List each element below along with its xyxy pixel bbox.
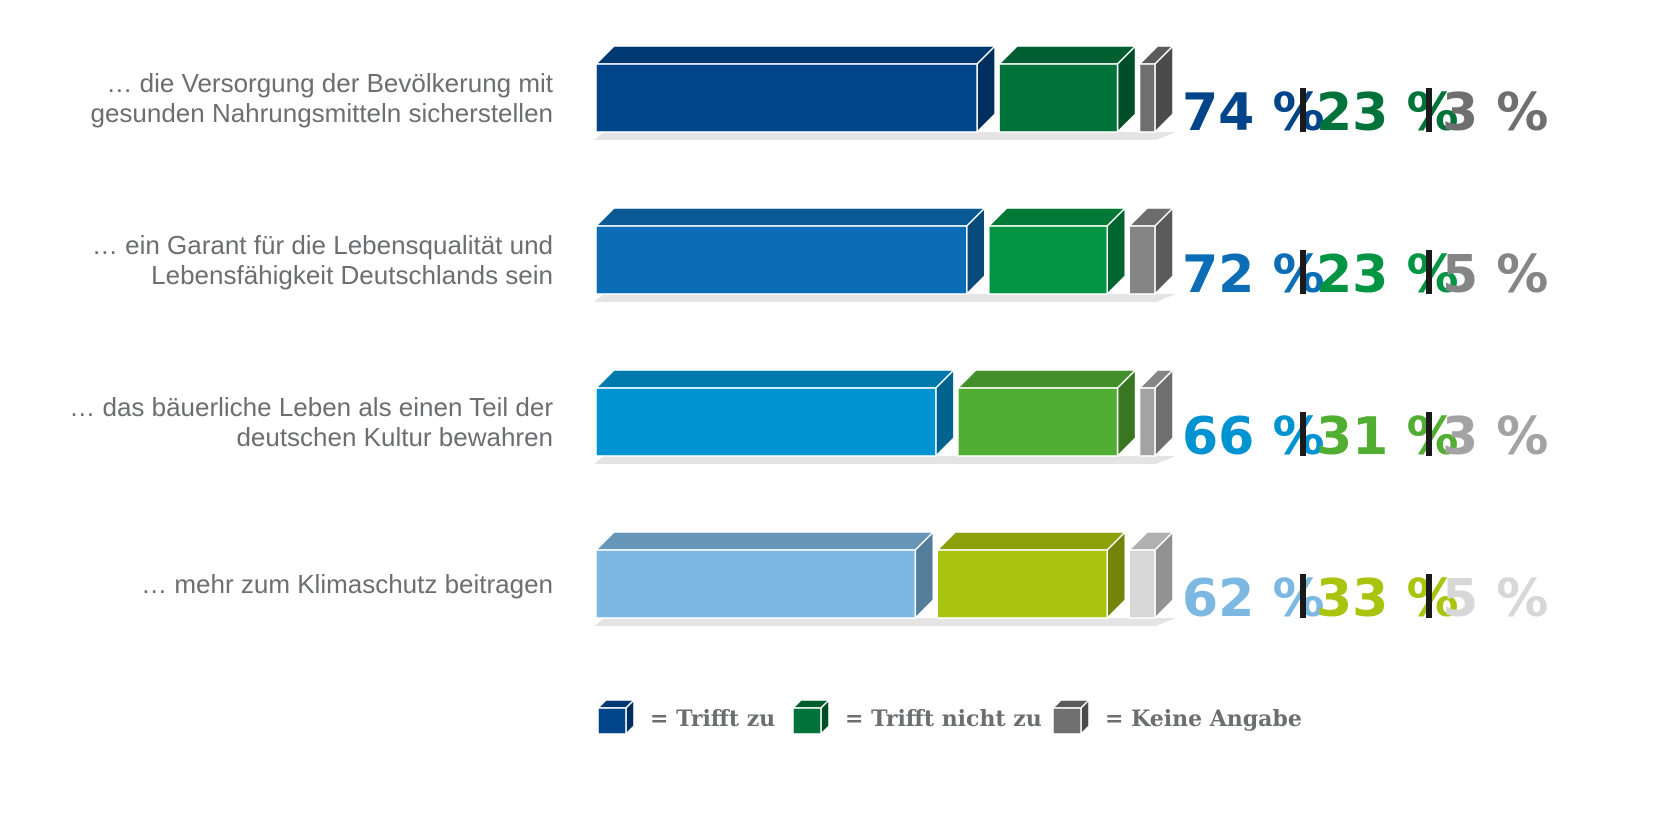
value-separator bbox=[1300, 88, 1306, 132]
legend-swatch bbox=[792, 699, 830, 735]
legend-swatch bbox=[1052, 699, 1090, 735]
bar-row: … ein Garant für die Lebensqualität undL… bbox=[92, 207, 1548, 305]
legend: = Trifft zu = Trifft nicht zu = Keine Anga… bbox=[597, 699, 1302, 735]
category-label: deutschen Kultur bewahren bbox=[236, 422, 553, 452]
value-separator bbox=[1426, 88, 1432, 132]
bar-segment-no bbox=[957, 369, 1137, 457]
bar-row: … die Versorgung der Bevölkerung mitgesu… bbox=[91, 45, 1548, 143]
category-label: … die Versorgung der Bevölkerung mit bbox=[106, 68, 553, 98]
legend-item: = Trifft zu bbox=[597, 699, 775, 735]
legend-label: = Trifft zu bbox=[650, 706, 775, 732]
value-label-na: 5 % bbox=[1442, 569, 1548, 629]
value-separator bbox=[1300, 412, 1306, 456]
bar-segment-na bbox=[1128, 207, 1174, 295]
category-label: Lebensfähigkeit Deutschlands sein bbox=[151, 260, 553, 290]
value-separator bbox=[1300, 250, 1306, 294]
bar-segment-yes bbox=[595, 45, 996, 133]
legend-swatch bbox=[597, 699, 635, 735]
value-separator bbox=[1426, 412, 1432, 456]
bar-segment-na bbox=[1138, 45, 1174, 133]
category-label: … mehr zum Klimaschutz beitragen bbox=[141, 569, 553, 599]
value-label-no: 31 % bbox=[1316, 407, 1459, 467]
bar-segment-yes bbox=[595, 207, 986, 295]
value-label-no: 23 % bbox=[1316, 245, 1459, 305]
value-separator bbox=[1426, 574, 1432, 618]
bar-segment-na bbox=[1138, 369, 1174, 457]
value-label-na: 3 % bbox=[1442, 83, 1548, 143]
bar-segment-no bbox=[988, 207, 1126, 295]
legend-label: = Keine Angabe bbox=[1105, 706, 1302, 732]
value-label-no: 23 % bbox=[1316, 83, 1459, 143]
bar-shadow bbox=[594, 132, 1176, 140]
bar-segment-yes bbox=[595, 531, 935, 619]
value-separator bbox=[1300, 574, 1306, 618]
bar-shadow bbox=[594, 456, 1176, 464]
category-label: … ein Garant für die Lebensqualität und bbox=[92, 230, 553, 260]
legend-label: = Trifft nicht zu bbox=[845, 706, 1042, 732]
legend-item: = Trifft nicht zu bbox=[792, 699, 1042, 735]
bar-segment-no bbox=[998, 45, 1137, 133]
bar-shadow bbox=[594, 294, 1176, 302]
category-label: … das bäuerliche Leben als einen Teil de… bbox=[69, 392, 553, 422]
bar-segment-no bbox=[936, 531, 1126, 619]
value-label-no: 33 % bbox=[1316, 569, 1459, 629]
bar-segment-na bbox=[1128, 531, 1174, 619]
legend-item: = Keine Angabe bbox=[1052, 699, 1302, 735]
bar-row: … das bäuerliche Leben als einen Teil de… bbox=[69, 369, 1548, 467]
category-label: gesunden Nahrungsmitteln sicherstellen bbox=[91, 98, 554, 128]
bar-segment-yes bbox=[595, 369, 955, 457]
value-label-na: 3 % bbox=[1442, 407, 1548, 467]
value-label-na: 5 % bbox=[1442, 245, 1548, 305]
value-separator bbox=[1426, 250, 1432, 294]
bar-shadow bbox=[594, 618, 1176, 626]
bar-row: … mehr zum Klimaschutz beitragen 62 %33 %… bbox=[141, 531, 1548, 629]
